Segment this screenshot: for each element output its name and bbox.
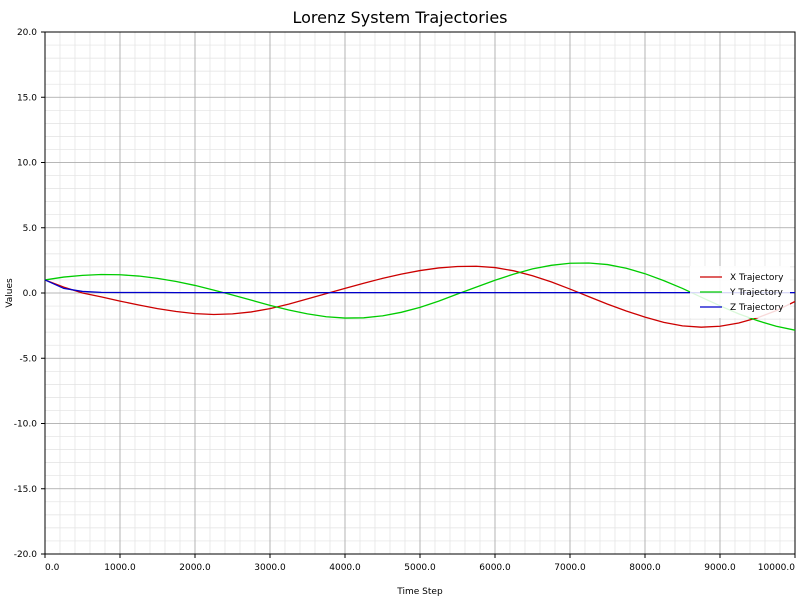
legend: X Trajectory Y Trajectory Z Trajectory [690, 266, 790, 318]
series-layer [44, 262, 796, 331]
y-tick-label: -10.0 [14, 420, 38, 430]
x-tick-label: 0.0 [45, 563, 60, 573]
x-tick-label: 4000.0 [329, 563, 361, 573]
x-tick-label: 1000.0 [104, 563, 136, 573]
y-tick-label: 20.0 [17, 28, 37, 38]
series-line-2 [44, 262, 796, 331]
x-tick-label: 8000.0 [629, 563, 661, 573]
x-tick-label: 3000.0 [254, 563, 286, 573]
y-tick-label: 0.0 [23, 289, 38, 299]
y-tick-label: 10.0 [17, 159, 37, 169]
x-tick-label: 5000.0 [404, 563, 436, 573]
x-tick-label: 9000.0 [704, 563, 736, 573]
x-axis-label: Time Step [396, 587, 443, 597]
x-tick-label: 10000.0 [758, 563, 795, 573]
legend-label-3: Z Trajectory [730, 303, 784, 313]
chart-title: Lorenz System Trajectories [292, 8, 507, 27]
y-tick-label: -5.0 [19, 354, 37, 364]
y-axis-label: Values [5, 278, 15, 308]
y-tick-label: 5.0 [23, 224, 38, 234]
series-line-3 [44, 279, 795, 294]
y-tick-label: -15.0 [14, 485, 38, 495]
legend-label-1: X Trajectory [730, 273, 784, 283]
y-tick-label: -20.0 [14, 550, 38, 560]
x-tick-label: 7000.0 [554, 563, 586, 573]
x-tick-label: 6000.0 [479, 563, 511, 573]
series-line-1 [44, 265, 796, 328]
x-tick-label: 2000.0 [179, 563, 211, 573]
legend-label-2: Y Trajectory [729, 288, 783, 298]
axis-ticks: 0.0 1000.0 2000.0 3000.0 4000.0 5000.0 6000.0 7… [14, 28, 796, 573]
y-tick-label: 15.0 [17, 93, 37, 103]
